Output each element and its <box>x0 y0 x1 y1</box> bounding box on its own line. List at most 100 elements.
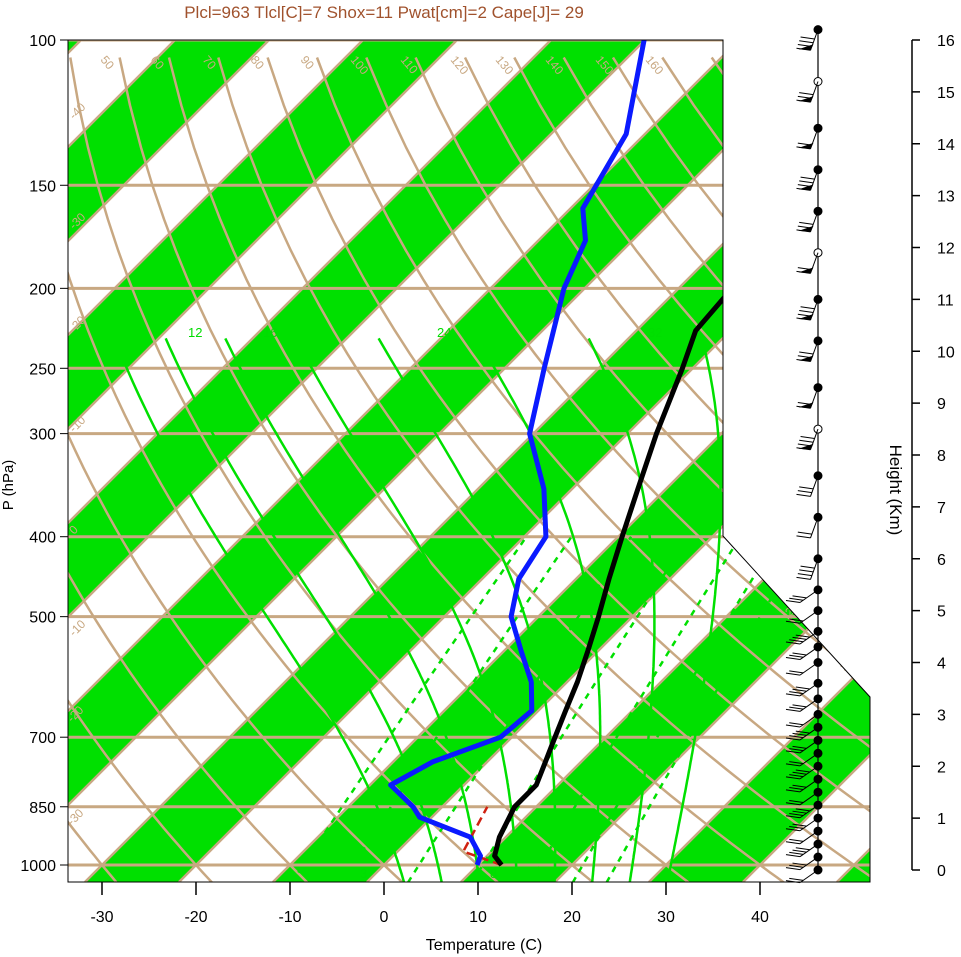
parcel-trace <box>461 806 502 867</box>
wind-barb-feather <box>796 493 811 497</box>
pressure-tick-label: 850 <box>29 800 56 817</box>
height-tick-label: 15 <box>937 85 955 102</box>
wind-barb-feather <box>797 531 812 535</box>
wind-barb-feather <box>789 691 804 695</box>
wind-barb <box>785 752 819 767</box>
wind-barb-feather <box>785 789 801 793</box>
mixing-ratio-line <box>290 535 528 882</box>
wind-barb-feather <box>789 735 804 739</box>
height-tick-label: 6 <box>937 552 946 569</box>
pressure-tick-label: 1000 <box>20 858 56 875</box>
wind-barb-feather <box>785 802 801 806</box>
mixing-ratio-line <box>605 536 810 882</box>
wind-barb-pennant <box>798 402 814 409</box>
wind-barb-feather <box>796 535 811 539</box>
dry-adiabat <box>463 56 870 882</box>
dry-adiabat <box>217 57 870 882</box>
wind-barb-pennant <box>798 355 814 362</box>
wind-barb-feather <box>795 847 810 851</box>
wind-barb-feather <box>789 639 804 643</box>
wind-barb <box>796 81 819 103</box>
mixing-ratio-line <box>529 536 742 882</box>
isotherm-band <box>68 40 645 882</box>
height-tick-label: 9 <box>937 396 946 413</box>
wind-barb <box>785 610 819 624</box>
wind-barb <box>785 662 819 676</box>
wind-barb-feather <box>799 310 814 314</box>
wind-barb-pennant <box>798 314 814 321</box>
plot-frame <box>67 39 871 883</box>
wind-barb-pennant <box>798 44 814 51</box>
wind-barb-pennant <box>798 443 814 450</box>
wind-barb-feather <box>789 864 804 868</box>
wind-barb-feather <box>792 704 807 708</box>
x-axis-label: Temperature (C) <box>426 937 542 954</box>
wind-barb-feather <box>800 36 815 40</box>
y-axis-label: P (hPa) <box>0 460 17 511</box>
height-tick-label: 16 <box>937 33 955 50</box>
pressure-tick-label: 200 <box>29 281 56 298</box>
height-tick-label: 14 <box>937 137 955 154</box>
mixing-ratio-line <box>571 536 780 882</box>
wind-barb-feather <box>799 92 814 96</box>
wind-barb <box>796 475 819 497</box>
y2-axis-label: Height (Km) <box>886 445 905 536</box>
pressure-tick-label: 400 <box>29 530 56 547</box>
wind-barb <box>785 830 819 845</box>
wind-barb-feather <box>789 597 804 601</box>
isotherm-line <box>68 40 364 882</box>
wind-barb-feather <box>795 686 810 690</box>
moist-adiabat-label: 12 <box>188 325 202 340</box>
wind-barb-feather <box>799 439 814 443</box>
wind-barb-feather <box>789 825 804 829</box>
wind-barb <box>785 843 819 858</box>
wind-barb-feather <box>789 654 804 658</box>
wind-barb <box>785 778 819 793</box>
moist-adiabat <box>113 337 406 882</box>
temperature-tick-label: -10 <box>278 909 301 926</box>
wind-barb <box>796 299 819 321</box>
moist-adiabat <box>666 338 722 882</box>
wind-barb <box>785 804 819 819</box>
moist-adiabat-lines <box>113 337 722 882</box>
height-tick-label: 5 <box>937 604 946 621</box>
wind-barb-pennant <box>798 96 814 103</box>
wind-barb-feather <box>789 838 804 842</box>
height-tick-label: 3 <box>937 707 946 724</box>
wind-barb-feather <box>785 737 801 741</box>
isotherm-line <box>68 40 646 882</box>
wind-barb-feather <box>795 769 810 773</box>
pressure-tick-label: 100 <box>29 33 56 50</box>
wind-barb-feather <box>785 880 801 884</box>
height-tick-label: 7 <box>937 500 946 517</box>
wind-barb-feather <box>799 351 814 355</box>
wind-barb-feather <box>799 40 814 44</box>
isotherm-label: 10 <box>740 540 760 560</box>
mixing-ratio-label: 8 <box>490 866 497 881</box>
wind-barb-feather <box>785 672 801 676</box>
wind-barb <box>785 646 819 661</box>
green-labels: 12 16 24 32 3 8 <box>188 325 662 881</box>
pressure-tick-label: 300 <box>29 427 56 444</box>
wind-barb-feather <box>785 657 801 661</box>
wind-barb-pennant <box>798 267 814 274</box>
isotherm-line <box>68 40 270 882</box>
pressure-tick-label: 150 <box>29 178 56 195</box>
height-tick-label: 0 <box>937 863 946 880</box>
moist-adiabat <box>224 337 481 882</box>
dry-adiabat <box>266 57 870 882</box>
wind-barb-feather <box>785 693 801 697</box>
dewpoint-trace <box>388 40 647 866</box>
wind-barb-feather <box>792 595 807 599</box>
wind-barb <box>785 739 819 754</box>
mixing-ratio-line <box>406 536 633 882</box>
isotherm-band <box>68 40 833 882</box>
moist-adiabat <box>164 337 443 882</box>
temperature-tick-label: 20 <box>563 909 581 926</box>
isotherm-band <box>68 40 457 882</box>
wind-barb-feather <box>795 730 810 734</box>
temperature-tick-label: 30 <box>657 909 675 926</box>
wind-barb-feather <box>789 706 804 710</box>
